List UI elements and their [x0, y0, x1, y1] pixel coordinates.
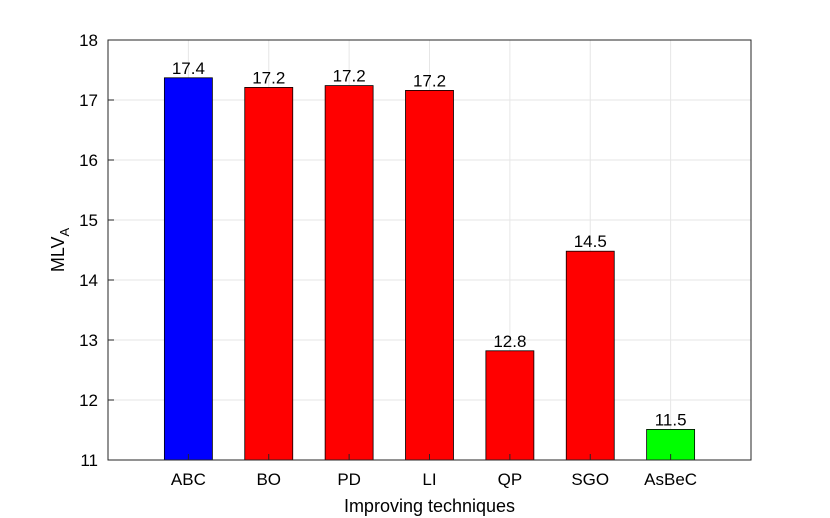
data-labels: 17.4 17.2 17.2 17.2 12.8 14.5 11.5	[172, 59, 687, 430]
bar-li	[405, 90, 454, 461]
x-axis-ticks: ABC BO PD LI QP SGO AsBeC	[171, 454, 697, 489]
bar-abc	[163, 77, 213, 461]
data-label: 12.8	[493, 332, 526, 351]
data-label: 17.2	[252, 68, 285, 87]
y-axis-title: MLVA	[48, 227, 72, 272]
data-label: 14.5	[574, 232, 607, 251]
bar-pd	[324, 85, 374, 461]
y-tick-label: 14	[79, 271, 98, 290]
y-tick-label: 16	[79, 151, 98, 170]
data-label: 17.2	[333, 67, 366, 86]
y-tick-label: 15	[79, 211, 98, 230]
x-tick-label: AsBeC	[644, 470, 697, 489]
data-label: 11.5	[655, 410, 687, 429]
y-axis-title-subscript: A	[57, 227, 72, 236]
y-tick-label: 12	[79, 391, 98, 410]
x-tick-label: ABC	[171, 470, 206, 489]
data-label: 17.2	[413, 71, 446, 90]
y-tick-label: 17	[79, 91, 98, 110]
x-tick-label: QP	[498, 470, 523, 489]
y-tick-label: 13	[79, 331, 98, 350]
x-axis-title: Improving techniques	[344, 496, 515, 516]
y-tick-label: 18	[79, 31, 98, 50]
y-axis-ticks: 11 12 13 14 15 16 17 18	[79, 31, 114, 470]
y-axis-title-main: MLV	[48, 236, 68, 272]
x-tick-label: PD	[337, 470, 361, 489]
y-tick-label: 11	[80, 451, 98, 470]
x-tick-label: BO	[256, 470, 281, 489]
x-tick-label: SGO	[571, 470, 609, 489]
bar-bo	[244, 87, 294, 461]
x-tick-label: LI	[422, 470, 436, 489]
data-label: 17.4	[172, 59, 205, 78]
bar-sgo	[565, 250, 615, 461]
bar-qp	[485, 350, 535, 461]
bars	[163, 77, 696, 461]
